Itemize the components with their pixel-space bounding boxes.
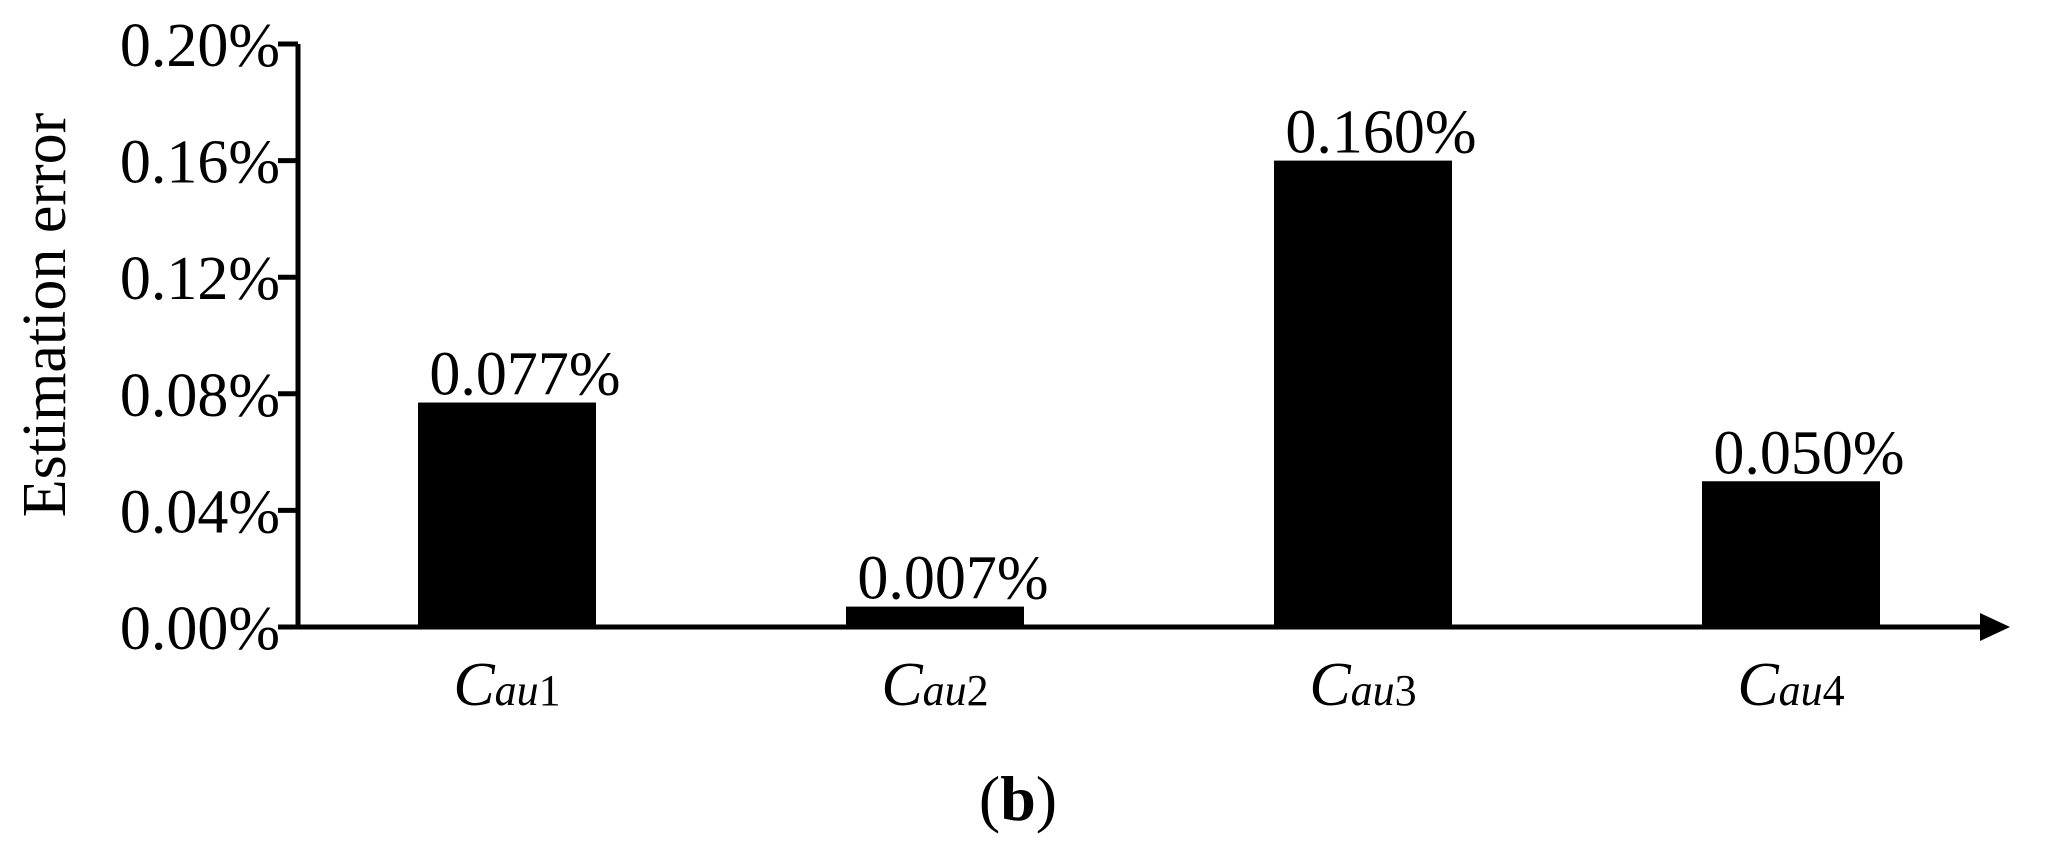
data-label: 0.160% [1285, 99, 1476, 167]
data-labels: 0.077% 0.007% 0.160% 0.050% [429, 99, 1904, 613]
x-axis-arrow-icon [1980, 613, 2010, 641]
bar [846, 606, 1024, 627]
category-labels: Cau1 Cau2 Cau3 Cau4 [453, 651, 1844, 719]
y-tick-label: 0.16% [120, 129, 280, 197]
category-label: Cau2 [881, 651, 988, 719]
category-label-main: C [453, 651, 495, 719]
category-label-main: C [1737, 651, 1779, 719]
y-tick-label: 0.12% [120, 245, 280, 313]
panel-label: (b) [979, 763, 1057, 834]
panel-label-close: ) [1036, 763, 1057, 834]
panel-label-open: ( [979, 763, 1000, 834]
category-label: Cau1 [453, 651, 560, 719]
category-label-sub: au [1351, 666, 1395, 715]
panel-label-letter: b [1000, 763, 1036, 834]
category-label-num: 4 [1823, 666, 1845, 715]
bars [418, 160, 1880, 627]
y-tick-label: 0.20% [120, 12, 280, 80]
y-axis: 0.00% 0.04% 0.08% 0.12% 0.16% 0.20% [120, 12, 301, 663]
category-label-num: 1 [539, 666, 561, 715]
category-label-main: C [1309, 651, 1351, 719]
data-label: 0.050% [1713, 419, 1904, 487]
y-tick-label: 0.00% [120, 595, 280, 663]
data-label: 0.077% [429, 341, 620, 409]
bar [1274, 160, 1452, 627]
category-label-main: C [881, 651, 923, 719]
category-label-sub: au [923, 666, 967, 715]
category-label: Cau4 [1737, 651, 1844, 719]
data-label: 0.007% [857, 545, 1048, 613]
category-label-num: 3 [1395, 666, 1417, 715]
y-axis-label: Estimation error [11, 112, 79, 517]
bar [1702, 481, 1880, 627]
category-label: Cau3 [1309, 651, 1416, 719]
y-tick-label: 0.08% [120, 362, 280, 430]
y-tick-label: 0.04% [120, 478, 280, 546]
bar [418, 402, 596, 627]
category-label-sub: au [1779, 666, 1823, 715]
category-label-sub: au [495, 666, 539, 715]
category-label-num: 2 [967, 666, 989, 715]
